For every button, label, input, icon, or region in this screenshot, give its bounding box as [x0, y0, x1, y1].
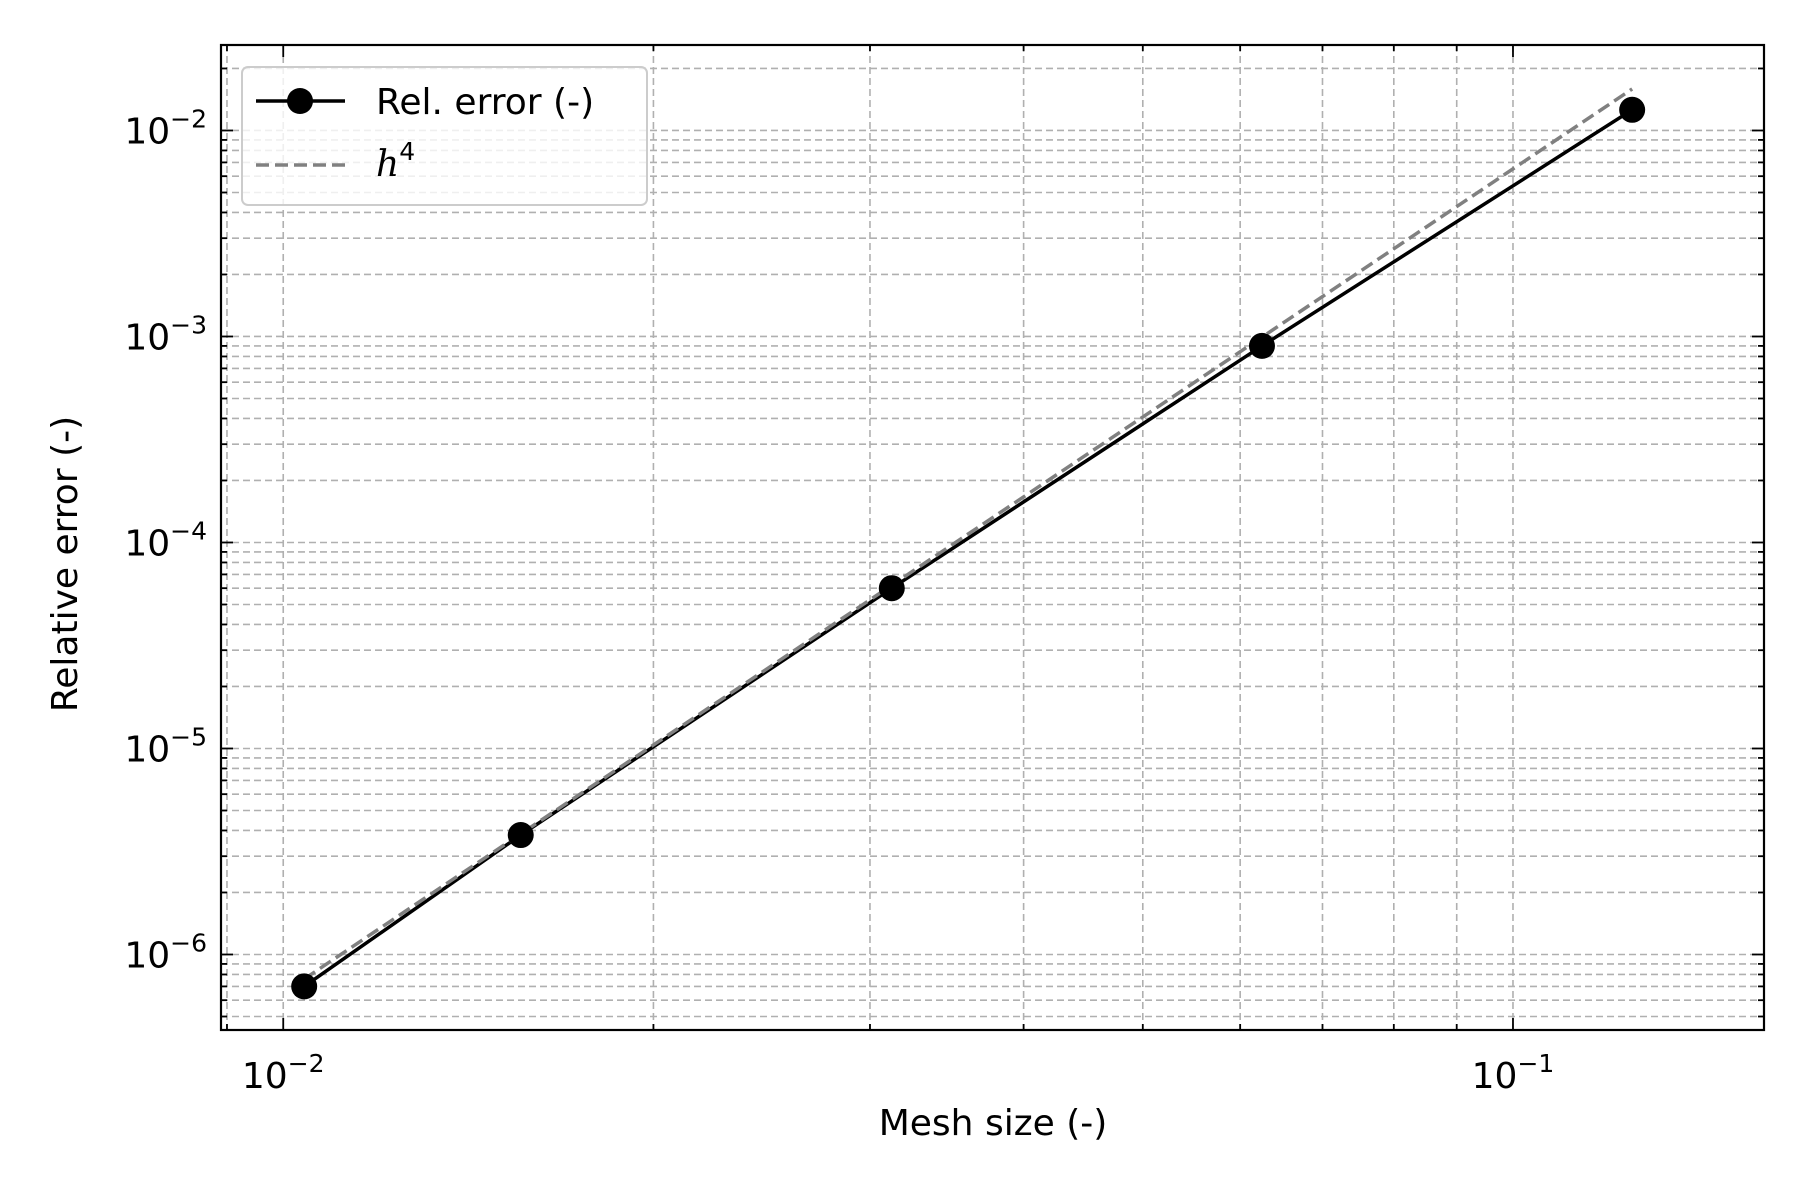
y-tick-label: 10−3	[124, 310, 207, 358]
y-tick-label: 10−4	[124, 516, 207, 564]
x-tick-labels: 10−2 10−1	[242, 1049, 1554, 1097]
x-tick-label: 10−1	[1472, 1049, 1555, 1097]
legend-label-h4-exponent: 4	[399, 137, 415, 166]
data-point-rel-error	[291, 973, 318, 1000]
y-tick-labels: 10−6 10−5 10−4 10−3 10−2	[124, 104, 207, 976]
x-axis-label: Mesh size (-)	[879, 1103, 1108, 1144]
legend-label-rel-error: Rel. error (-)	[376, 82, 594, 123]
series-lines	[291, 87, 1646, 1000]
y-axis-label: Relative error (-)	[45, 416, 86, 712]
data-point-rel-error	[507, 822, 534, 849]
plot-frame	[219, 43, 1766, 1032]
y-tick-label: 10−5	[124, 722, 207, 770]
legend-label-h4: h4	[376, 137, 415, 185]
legend: Rel. error (-) h4	[241, 66, 648, 206]
legend-marker-rel-error	[287, 88, 313, 114]
y-tick-label: 10−2	[124, 104, 207, 152]
data-point-rel-error	[1619, 96, 1646, 123]
data-point-rel-error	[1248, 332, 1275, 359]
data-point-rel-error	[878, 575, 905, 602]
x-tick-label: 10−2	[242, 1049, 325, 1097]
plot-area	[219, 43, 1766, 1032]
grid-lines	[221, 45, 1764, 1030]
legend-label-h4-base: h	[376, 144, 399, 185]
y-tick-label: 10−6	[124, 928, 207, 976]
